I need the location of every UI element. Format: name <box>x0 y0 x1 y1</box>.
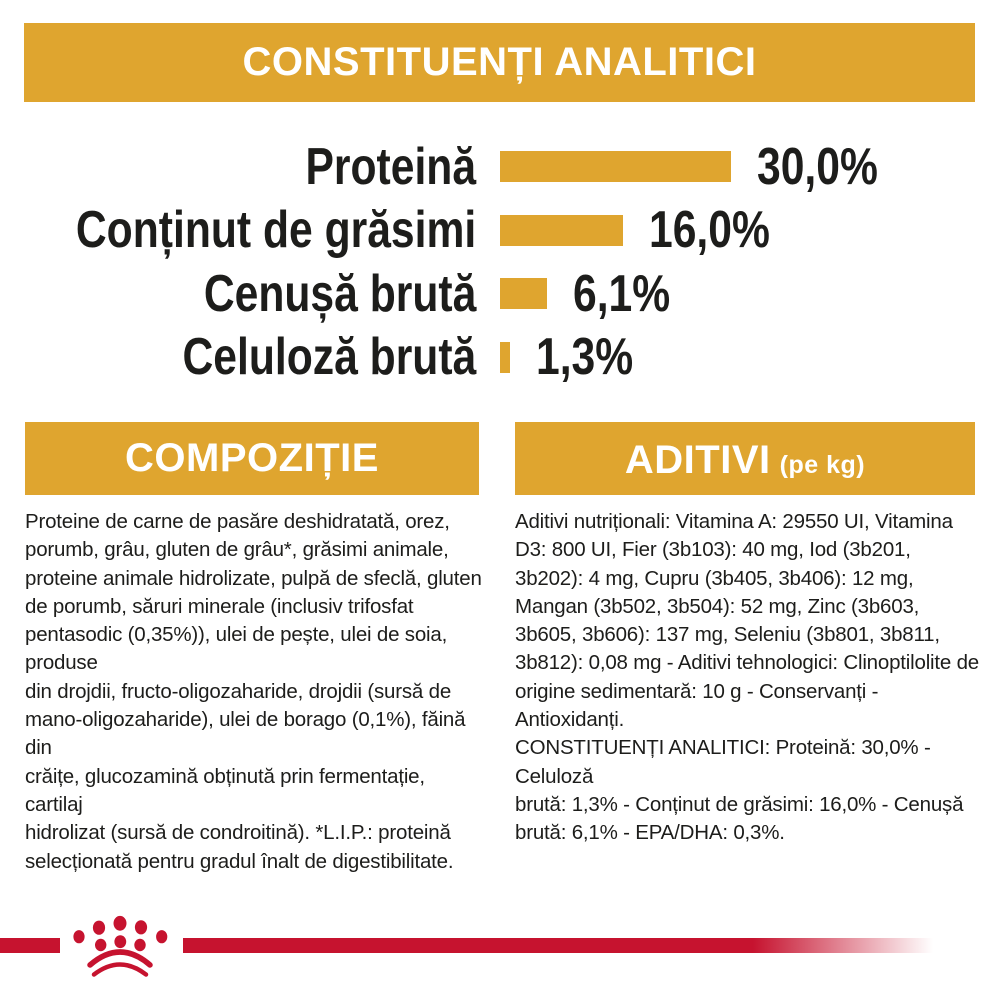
analytical-chart: Proteină 30,0% Conținut de grăsimi 16,0% Cen… <box>0 135 1000 389</box>
additives-heading-suffix: (pe kg) <box>779 451 866 479</box>
chart-category-label: Proteină <box>305 137 476 196</box>
footer-band-left <box>0 938 60 953</box>
additives-banner: ADITIVI (pe kg) <box>515 422 975 495</box>
chart-bar <box>500 278 547 310</box>
chart-row: Proteină 30,0% <box>0 135 1000 199</box>
chart-row: Conținut de grăsimi 16,0% <box>0 199 1000 263</box>
chart-category-label: Cenușă brută <box>203 264 476 323</box>
chart-bar <box>500 151 731 183</box>
analytical-constituents-title: CONSTITUENȚI ANALITICI <box>242 40 757 84</box>
chart-bar <box>500 214 624 246</box>
chart-category-label: Celuloză brută <box>182 328 476 387</box>
additives-heading: ADITIVI <box>624 438 771 482</box>
footer-band-right <box>183 938 933 953</box>
chart-bar <box>500 341 510 373</box>
chart-value-label: 16,0% <box>649 201 771 260</box>
additives-text: Aditivi nutriționali: Vitamina A: 29550 … <box>515 510 979 845</box>
chart-value-label: 30,0% <box>757 137 878 196</box>
royal-canin-crown-paw-icon <box>73 915 168 977</box>
analytical-constituents-banner: CONSTITUENȚI ANALITICI <box>24 23 975 102</box>
chart-value-label: 6,1% <box>572 264 671 323</box>
chart-row: Celuloză brută 1,3% <box>0 326 1000 390</box>
composition-text: Proteine de carne de pasăre deshidratată… <box>25 510 482 873</box>
chart-category-label: Conținut de grăsimi <box>75 201 476 260</box>
composition-banner: COMPOZIȚIE <box>25 422 479 495</box>
chart-row: Cenușă brută 6,1% <box>0 262 1000 326</box>
chart-value-label: 1,3% <box>536 328 634 387</box>
composition-heading: COMPOZIȚIE <box>125 436 379 480</box>
